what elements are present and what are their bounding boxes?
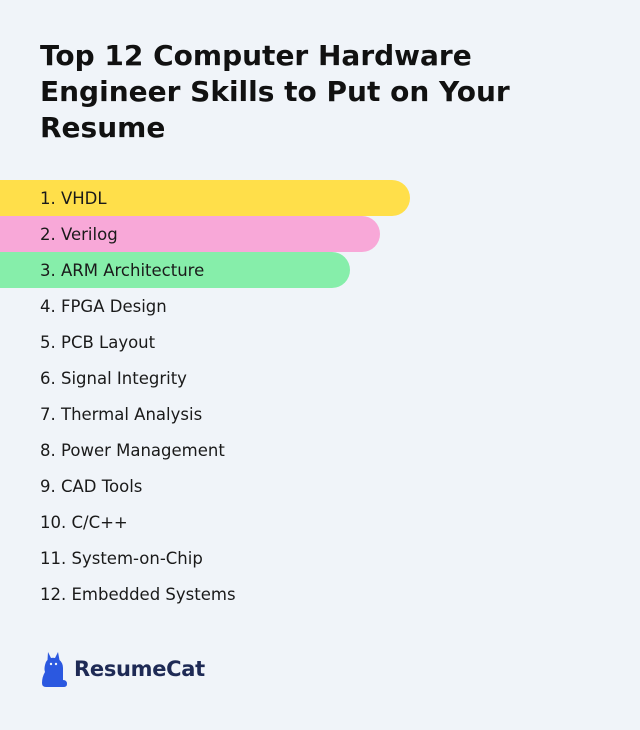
skill-item-system-on-chip: 11. System-on-Chip: [40, 548, 203, 568]
skill-item-embedded-systems: 12. Embedded Systems: [40, 584, 236, 604]
skill-item-cad-tools: 9. CAD Tools: [40, 476, 143, 496]
skill-item-signal-integrity: 6. Signal Integrity: [40, 368, 187, 388]
skill-item-verilog: 2. Verilog: [0, 216, 380, 252]
skill-item-c-cpp: 10. C/C++: [40, 512, 128, 532]
brand-logo: ResumeCat: [40, 650, 205, 688]
skill-item-pcb-layout: 5. PCB Layout: [40, 332, 156, 352]
cat-logo-icon: [42, 652, 67, 687]
skills-list: 1. VHDL 2. Verilog 3. ARM Architecture 4…: [0, 180, 410, 612]
skill-item-arm-architecture: 3. ARM Architecture: [0, 252, 350, 288]
page-title: Top 12 Computer Hardware Engineer Skills…: [40, 39, 510, 144]
brand-name: ResumeCat: [74, 657, 205, 681]
skill-item-vhdl: 1. VHDL: [0, 180, 410, 216]
skill-item-power-management: 8. Power Management: [40, 440, 225, 460]
skill-item-fpga-design: 4. FPGA Design: [40, 296, 167, 316]
skill-item-thermal-analysis: 7. Thermal Analysis: [40, 404, 203, 424]
